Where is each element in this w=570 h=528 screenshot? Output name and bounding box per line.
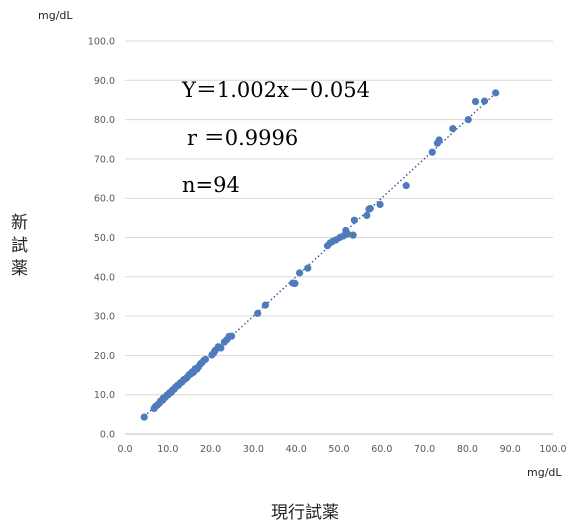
x-tick-label: 40.0: [286, 444, 307, 455]
x-tick-label: 80.0: [457, 444, 478, 455]
data-point: [464, 116, 472, 124]
x-tick-label: 100.0: [539, 444, 566, 455]
data-point: [349, 231, 357, 239]
y-tick-label: 0.0: [100, 430, 115, 441]
data-point: [296, 269, 304, 277]
data-point: [140, 413, 148, 421]
sample-count: n=94: [182, 173, 240, 197]
y-tick-label: 90.0: [94, 76, 115, 87]
y-axis-title-char-2: 試: [11, 236, 28, 256]
data-point: [366, 204, 374, 213]
data-points: [140, 89, 500, 421]
x-axis-ticks: 0.0 10.0 20.0 30.0 40.0 50.0 60.0 70.0 80.0 90.0 1…: [117, 444, 566, 455]
y-tick-label: 70.0: [94, 154, 115, 165]
data-point: [350, 216, 359, 224]
data-point: [435, 136, 443, 144]
x-tick-label: 10.0: [157, 444, 178, 455]
y-unit-label: mg/dL: [38, 9, 73, 22]
y-tick-label: 80.0: [94, 115, 115, 126]
y-tick-label: 100.0: [88, 37, 115, 48]
x-tick-label: 70.0: [414, 444, 435, 455]
data-point: [261, 301, 269, 309]
y-tick-label: 50.0: [94, 233, 115, 244]
data-point: [480, 97, 489, 105]
data-point: [428, 148, 436, 156]
data-point: [227, 332, 236, 340]
data-point: [449, 125, 457, 133]
y-tick-label: 40.0: [94, 272, 115, 283]
y-tick-label: 10.0: [94, 390, 115, 401]
data-point: [492, 89, 500, 97]
data-point: [254, 309, 262, 317]
data-point: [402, 182, 410, 190]
x-tick-label: 60.0: [371, 444, 392, 455]
data-point: [217, 344, 225, 352]
data-point: [376, 200, 384, 209]
data-point: [363, 211, 371, 220]
data-point: [201, 355, 210, 363]
x-tick-label: 50.0: [328, 444, 349, 455]
regression-equation: Y＝1.002x－0.054: [181, 78, 370, 102]
data-point: [304, 264, 312, 272]
x-tick-label: 0.0: [117, 444, 132, 455]
data-point: [291, 279, 299, 288]
correlation-coefficient: r ＝0.9996: [187, 126, 298, 150]
data-point: [343, 230, 352, 238]
x-axis-title: 現行試薬: [271, 503, 339, 523]
y-axis-title: 新 試 薬: [11, 213, 33, 279]
x-unit-label: mg/dL: [527, 466, 562, 479]
y-axis-title-char-1: 新: [11, 213, 28, 233]
y-tick-label: 20.0: [94, 351, 115, 362]
y-axis-title-char-3: 薬: [11, 259, 28, 279]
x-tick-label: 20.0: [200, 444, 221, 455]
x-tick-label: 90.0: [500, 444, 521, 455]
x-tick-label: 30.0: [243, 444, 264, 455]
data-point: [471, 97, 480, 106]
y-axis-ticks: 0.0 10.0 20.0 30.0 40.0 50.0 60.0 70.0 80.0 90.0 1…: [88, 37, 115, 441]
y-tick-label: 60.0: [94, 194, 115, 205]
y-tick-label: 30.0: [94, 312, 115, 323]
